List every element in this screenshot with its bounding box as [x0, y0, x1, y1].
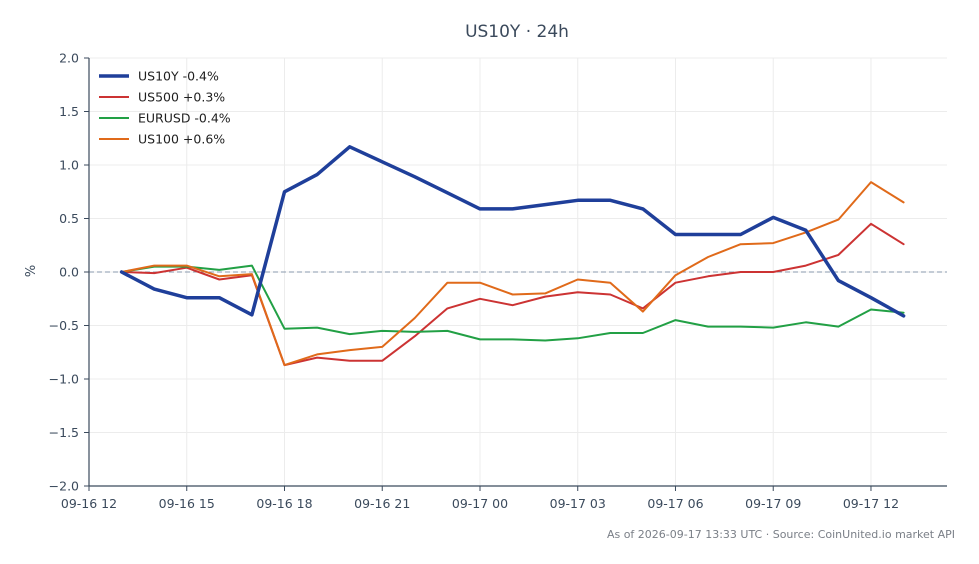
y-tick-label: 0.5 — [59, 211, 79, 226]
y-tick-label: −1.5 — [49, 425, 79, 440]
series-line-us10y — [119, 145, 906, 318]
x-tick-label: 09-17 09 — [745, 496, 801, 511]
y-tick-label: 1.5 — [59, 104, 79, 119]
series-lines — [119, 145, 906, 367]
chart-title: US10Y · 24h — [465, 22, 569, 42]
x-tick-label: 09-16 18 — [256, 496, 312, 511]
y-tick-label: 1.0 — [59, 158, 79, 173]
x-axis-ticks: 09-16 12 09-16 15 09-16 18 09-16 21 09-17 00… — [61, 486, 899, 511]
legend-entry: US10Y -0.4% — [138, 69, 219, 84]
y-axis-label: % — [24, 265, 39, 277]
x-tick-label: 09-17 12 — [843, 496, 899, 511]
legend-entry: US500 +0.3% — [138, 90, 225, 105]
x-tick-label: 09-16 21 — [354, 496, 410, 511]
x-tick-label: 09-17 06 — [647, 496, 703, 511]
y-axis-ticks: 2.0 1.5 1.0 0.5 0.0 −0.5 −1.0 −1.5 −2.0 — [49, 51, 89, 494]
legend-entry: US100 +0.6% — [138, 132, 225, 147]
series-line-eurusd — [120, 264, 905, 342]
y-tick-label: −0.5 — [49, 318, 79, 333]
y-tick-label: 0.0 — [59, 265, 79, 280]
series-line-us100 — [120, 181, 905, 367]
legend: US10Y -0.4% US500 +0.3% EURUSD -0.4% US100 … — [99, 69, 231, 147]
legend-entry: EURUSD -0.4% — [138, 111, 231, 126]
y-tick-label: −1.0 — [49, 372, 79, 387]
x-tick-label: 09-16 12 — [61, 496, 117, 511]
y-tick-label: −2.0 — [49, 479, 79, 494]
x-tick-label: 09-17 03 — [550, 496, 606, 511]
x-tick-label: 09-16 15 — [159, 496, 215, 511]
y-tick-label: 2.0 — [59, 51, 79, 66]
x-tick-label: 09-17 00 — [452, 496, 508, 511]
source-footnote: As of 2026-09-17 13:33 UTC · Source: Coi… — [607, 528, 955, 541]
